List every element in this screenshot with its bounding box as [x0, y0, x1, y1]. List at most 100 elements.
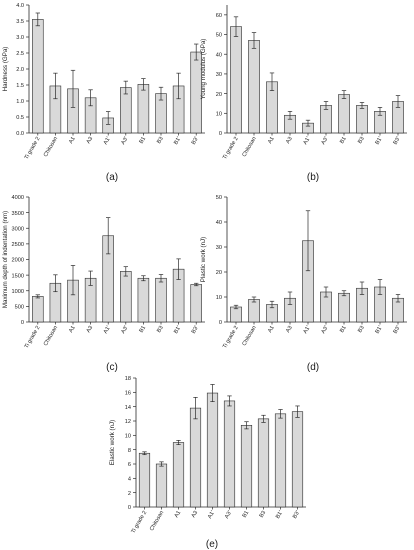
- bar: [257, 418, 270, 508]
- y-tick-label: 10: [125, 434, 131, 440]
- y-tick-label: 3.5: [16, 19, 24, 25]
- panel-label-c: (c): [106, 362, 118, 373]
- y-tick-label: 500: [15, 305, 24, 311]
- bar: [356, 105, 368, 134]
- y-tick-label: 2: [128, 491, 131, 497]
- x-tick-label: Chitosan: [43, 136, 59, 158]
- x-tick-label: B1': [275, 510, 284, 520]
- x-tick-label: B1': [375, 136, 384, 146]
- y-tick-label: 0.0: [16, 131, 24, 137]
- x-tick-label: B3': [292, 510, 301, 520]
- y-tick-label: 4000: [12, 195, 24, 201]
- x-tick-label: Chitosan: [241, 136, 257, 158]
- y-tick-label: 0: [21, 320, 24, 326]
- panel-label-e: (e): [206, 539, 218, 550]
- y-tick-label: 6: [128, 462, 131, 468]
- y-tick-label: 2.0: [16, 67, 24, 73]
- y-tick-label: 20: [216, 92, 222, 98]
- y-tick-label: 10: [216, 295, 222, 301]
- x-tick-label: Chitosan: [149, 510, 165, 532]
- y-axis-label: Young modulus (GPa): [200, 39, 207, 100]
- x-tick-label: B3: [156, 136, 165, 145]
- panel-label-a: (a): [106, 172, 118, 183]
- x-tick-label: A1: [267, 325, 276, 334]
- y-tick-label: 4: [128, 477, 131, 483]
- panel-d-plastic-work-chart: 0 10 20 30 40 50 Plastic work (nJ) Ti grade 2 Ch…: [200, 195, 407, 350]
- bar: [240, 424, 253, 508]
- x-tick-label: A1': [303, 325, 312, 335]
- bar: [291, 411, 304, 508]
- y-tick-label: 10: [216, 112, 222, 118]
- y-tick-label: 1.5: [16, 83, 24, 89]
- y-tick-label: 0: [219, 131, 222, 137]
- x-tick-label: B1': [173, 136, 182, 146]
- bar: [172, 442, 185, 508]
- y-tick-label: 30: [216, 72, 222, 78]
- panel-label-d: (d): [307, 362, 319, 373]
- panel-c-indentation-depth-chart: 0 500 1000 1500 2000 2500 3000 3500 4000 Maximum …: [2, 195, 205, 350]
- bar: [206, 392, 219, 508]
- x-tick-label: B1: [139, 136, 148, 145]
- x-tick-label: Ti grade 2: [24, 325, 42, 350]
- x-tick-label: A3: [285, 136, 294, 145]
- panel-e-elastic-work-chart: 0 2 4 6 8 10 12 14 16 18 Elastic work (nJ) Ti grade…: [109, 376, 306, 535]
- y-tick-label: 3500: [12, 211, 24, 217]
- y-tick-label: 1000: [12, 289, 24, 295]
- bar: [137, 84, 150, 134]
- x-tick-label: A3': [120, 325, 129, 335]
- x-tick-label: A1': [103, 136, 112, 146]
- bar: [248, 299, 260, 323]
- y-axis-label: Hardness (GPa): [2, 47, 9, 92]
- x-tick-label: B1: [139, 325, 148, 334]
- bar: [32, 19, 44, 134]
- x-tick-label: B3: [259, 510, 268, 519]
- x-tick-label: A3: [285, 325, 294, 334]
- x-tick-label: B3: [156, 325, 165, 334]
- x-tick-label: A1': [207, 510, 216, 520]
- x-tick-label: A3': [224, 510, 233, 520]
- y-axis-label: Maximum depth of indentation (nm): [2, 211, 9, 308]
- x-tick-label: A3': [120, 136, 129, 146]
- x-tick-label: A1': [103, 325, 112, 335]
- bar: [120, 271, 132, 323]
- y-tick-label: 16: [125, 391, 131, 397]
- y-tick-label: 1500: [12, 273, 24, 279]
- y-tick-label: 3.0: [16, 35, 24, 41]
- x-tick-label: B3': [393, 136, 402, 146]
- y-tick-label: 0.5: [16, 115, 24, 121]
- bar: [138, 452, 151, 508]
- x-tick-label: B3: [357, 325, 366, 334]
- y-tick-label: 8: [128, 448, 131, 454]
- x-tick-label: B3: [357, 136, 366, 145]
- bar: [155, 277, 167, 323]
- x-tick-label: B1: [339, 325, 348, 334]
- x-tick-label: B3': [191, 325, 200, 335]
- bar: [120, 87, 132, 134]
- bar: [338, 292, 350, 323]
- y-tick-label: 40: [216, 52, 222, 58]
- y-tick-label: 12: [125, 419, 131, 425]
- y-tick-label: 30: [216, 245, 222, 251]
- x-tick-label: Chitosan: [241, 325, 257, 347]
- bar: [230, 306, 242, 323]
- y-tick-label: 50: [216, 33, 222, 39]
- y-axis-label: Elastic work (nJ): [109, 420, 116, 465]
- bar: [248, 40, 260, 134]
- y-tick-label: 50: [216, 195, 222, 201]
- bar: [338, 94, 350, 134]
- x-tick-label: B3': [393, 325, 402, 335]
- x-tick-label: A1: [174, 510, 183, 519]
- y-tick-label: 18: [125, 376, 131, 382]
- y-axis-label: Plastic work (nJ): [200, 237, 207, 282]
- x-tick-label: B1: [339, 136, 348, 145]
- bar: [190, 284, 202, 323]
- x-tick-label: A3': [321, 325, 330, 335]
- panel-label-b: (b): [307, 172, 319, 183]
- x-tick-label: A3: [86, 325, 95, 334]
- x-tick-label: A1': [303, 136, 312, 146]
- bar: [32, 296, 44, 323]
- bar: [223, 400, 236, 508]
- x-tick-label: A3: [191, 510, 200, 519]
- y-tick-label: 2000: [12, 258, 24, 264]
- x-tick-label: B3': [191, 136, 200, 146]
